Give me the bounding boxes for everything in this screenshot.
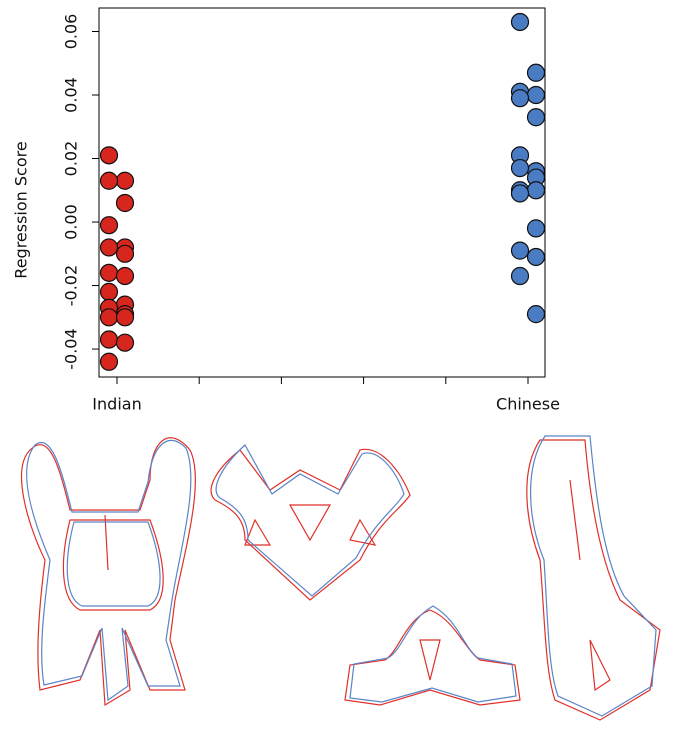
point [99, 308, 119, 327]
shape-view-front-red [21, 437, 661, 721]
point [526, 108, 546, 127]
y-tick-label: 0.04 [62, 77, 81, 113]
point [510, 158, 530, 178]
point [526, 305, 546, 324]
point [115, 308, 135, 327]
point [99, 216, 119, 235]
shape-view-front-blue [26, 435, 657, 717]
point [526, 247, 546, 267]
y-axis-label: Regression Score [12, 141, 31, 278]
point [99, 238, 119, 257]
point [99, 171, 119, 190]
point [115, 244, 135, 263]
x-tick-label: Chinese [496, 395, 560, 414]
point [510, 12, 530, 32]
plot-frame [98, 7, 546, 378]
point [510, 266, 530, 286]
x-tick-label: Indian [92, 395, 141, 414]
point [99, 352, 119, 371]
point [99, 282, 119, 301]
point [510, 184, 530, 203]
point [115, 266, 135, 286]
point [510, 241, 530, 260]
y-tick-label: -0.04 [62, 328, 81, 369]
point [526, 63, 546, 82]
point [99, 263, 119, 282]
point [115, 333, 135, 352]
point [99, 146, 119, 165]
y-tick-label: -0.02 [62, 265, 81, 306]
shape-wireframes [21, 435, 661, 721]
y-tick-label: 0.02 [62, 141, 81, 177]
point [510, 89, 530, 108]
point [99, 330, 119, 349]
point [526, 85, 546, 105]
y-tick-label: 0.06 [62, 14, 81, 50]
point [526, 181, 546, 200]
y-tick-label: 0.00 [62, 204, 81, 240]
point [115, 171, 135, 190]
point [526, 219, 546, 238]
point [115, 193, 135, 213]
